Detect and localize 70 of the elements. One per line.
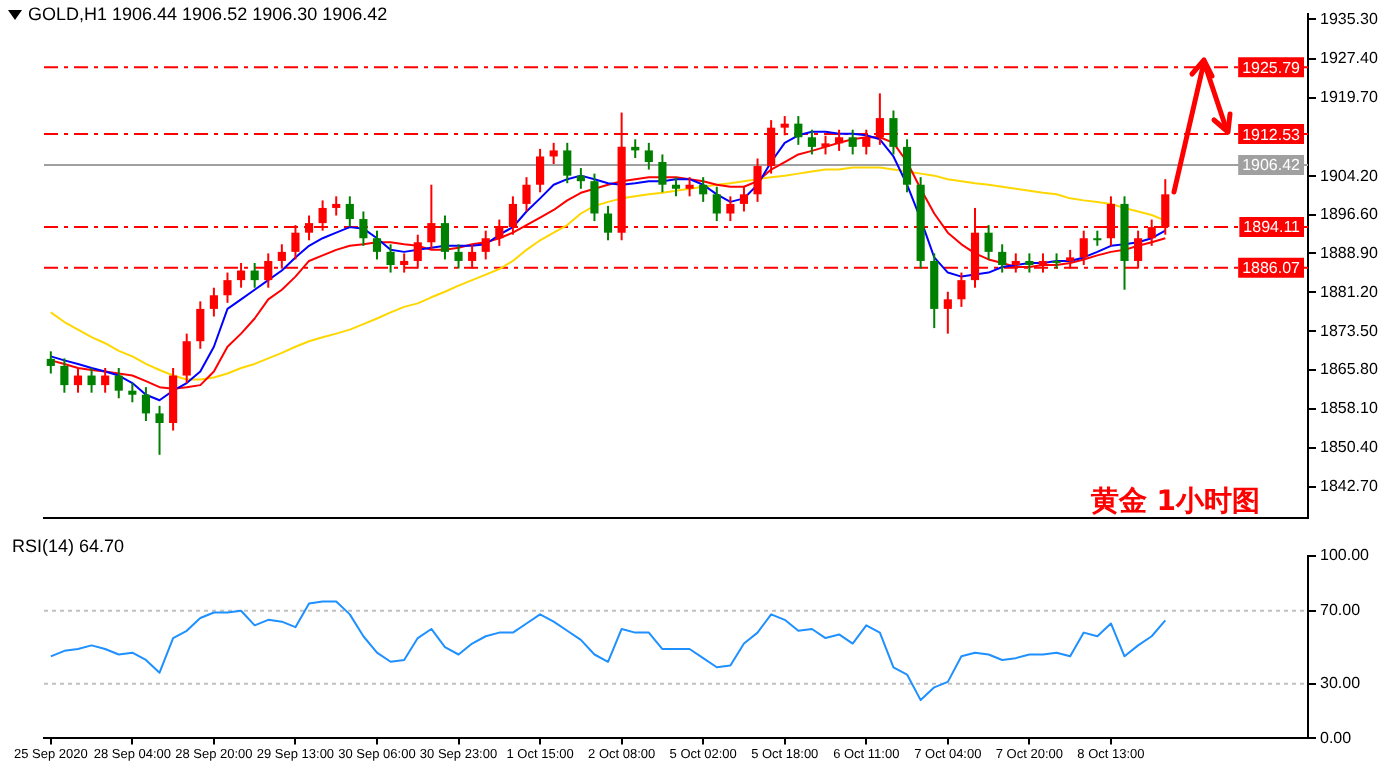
y-tick-label: 1888.90 — [1320, 243, 1379, 262]
candlestick — [739, 185, 749, 213]
candlestick — [943, 290, 952, 335]
candlestick — [671, 176, 681, 198]
candlestick — [209, 286, 218, 318]
y-tick-label: 1858.10 — [1320, 399, 1379, 418]
candlestick — [889, 109, 898, 156]
candlestick — [644, 141, 653, 171]
candlestick — [902, 138, 912, 194]
candlestick — [114, 366, 123, 400]
candlestick — [930, 252, 939, 330]
y-tick-label: 1865.80 — [1320, 360, 1379, 379]
candlestick — [60, 357, 69, 394]
candlestick — [603, 204, 613, 242]
candlestick — [536, 147, 545, 194]
ref-line-label: 1886.07 — [1242, 259, 1302, 278]
candlestick — [658, 153, 667, 194]
candlestick — [454, 243, 463, 270]
ref-line-label: 1906.42 — [1242, 156, 1302, 175]
candlestick — [590, 172, 599, 223]
candlestick — [155, 404, 164, 456]
y-tick-label: 0.00 — [1320, 728, 1353, 747]
candlestick — [807, 128, 816, 156]
y-tick-label: 1896.60 — [1320, 204, 1379, 223]
annotation: 黄金 1小时图 — [1090, 484, 1260, 520]
y-tick-label: 1904.20 — [1320, 166, 1379, 185]
candlestick — [182, 332, 191, 385]
candlestick — [440, 214, 450, 261]
y-tick-label: 1881.20 — [1320, 282, 1379, 301]
candlestick — [549, 141, 558, 166]
candlestick — [87, 366, 96, 394]
candlestick — [128, 382, 137, 404]
candlestick — [1052, 252, 1061, 270]
y-tick-label: 1842.70 — [1320, 477, 1379, 495]
y-tick-label: 100.00 — [1320, 546, 1371, 565]
candlestick — [522, 176, 531, 213]
candlestick — [332, 195, 341, 217]
candlestick — [223, 271, 232, 304]
ref-line-label: 1925.79 — [1242, 58, 1302, 77]
candlestick — [685, 176, 694, 198]
candlestick — [563, 141, 572, 185]
candlestick — [957, 271, 966, 308]
y-tick-label: 30.00 — [1320, 674, 1362, 693]
y-tick-label: 1927.40 — [1320, 49, 1379, 68]
candlestick — [196, 300, 205, 350]
y-tick-label: 1850.40 — [1320, 438, 1379, 457]
candlestick — [998, 243, 1007, 274]
candlestick — [794, 115, 803, 146]
ref-line-label: 1912.53 — [1242, 125, 1302, 144]
candlestick — [250, 261, 259, 289]
candlestick — [848, 128, 857, 156]
candlestick — [1025, 252, 1034, 274]
candlestick — [345, 195, 354, 228]
ref-line-label: 1894.11 — [1243, 218, 1302, 237]
candlestick — [46, 350, 55, 375]
candlestick — [359, 210, 368, 247]
y-tick-label: 1919.70 — [1320, 88, 1379, 107]
candlestick — [386, 243, 395, 274]
chart-title: RSI(14) 64.70 — [12, 536, 125, 556]
y-tick-label: 70.00 — [1320, 601, 1362, 620]
candlestick — [712, 185, 721, 223]
chart-title: GOLD,H1 1906.44 1906.52 1906.30 1906.42 — [28, 4, 388, 24]
candlestick — [699, 176, 708, 203]
candlestick — [984, 224, 993, 261]
y-tick-label: 1935.30 — [1320, 9, 1379, 28]
candlestick — [372, 229, 382, 261]
y-tick-label: 1873.50 — [1320, 321, 1379, 340]
candlestick — [753, 157, 762, 203]
candlestick — [726, 195, 735, 223]
candlestick — [141, 386, 151, 422]
